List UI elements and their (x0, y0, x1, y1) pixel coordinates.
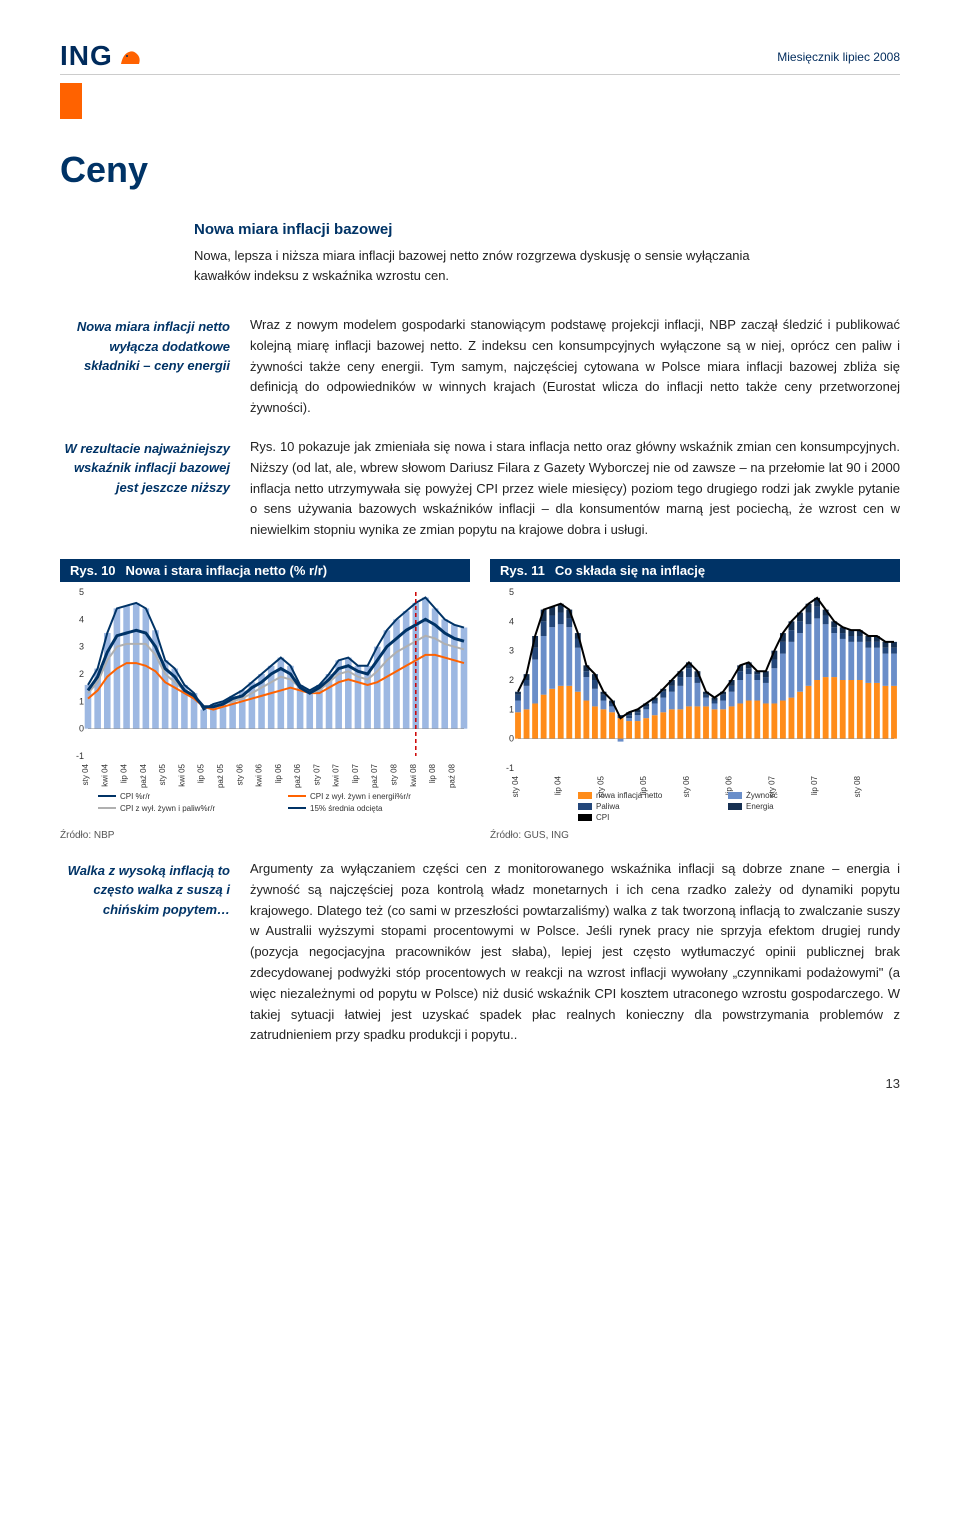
svg-text:3: 3 (79, 642, 84, 652)
svg-text:-1: -1 (76, 751, 84, 761)
svg-text:1: 1 (509, 704, 514, 714)
svg-text:2: 2 (79, 669, 84, 679)
svg-text:paź 04: paź 04 (139, 763, 148, 788)
svg-text:nowa inflacja netto: nowa inflacja netto (596, 791, 663, 800)
svg-text:Energia: Energia (746, 802, 774, 811)
svg-text:lip 04: lip 04 (120, 763, 129, 783)
svg-text:0: 0 (79, 724, 84, 734)
svg-text:lip 05: lip 05 (197, 763, 206, 783)
publication-info: Miesięcznik lipiec 2008 (777, 40, 900, 64)
chart11-title: Co składa się na inflację (555, 563, 705, 578)
logo-text: ING (60, 40, 113, 72)
svg-text:sty 06: sty 06 (682, 775, 691, 797)
orange-strip (60, 83, 82, 119)
paragraph-1: Wraz z nowym modelem gospodarki stanowią… (250, 315, 900, 419)
chart-11: Rys. 11 Co składa się na inflację -1 0 1 2 3 4… (490, 559, 900, 841)
svg-text:kwi 05: kwi 05 (177, 763, 186, 786)
svg-text:sty 08: sty 08 (853, 775, 862, 797)
summary-box: Nowa miara inflacji bazowej Nowa, lepsza… (180, 215, 820, 295)
chart11-source: Źródło: GUS, ING (490, 830, 900, 841)
svg-text:3: 3 (509, 646, 514, 656)
svg-text:CPI %r/r: CPI %r/r (120, 792, 151, 801)
svg-text:4: 4 (79, 614, 84, 624)
chart10-title: Nowa i stara inflacja netto (% r/r) (126, 563, 328, 578)
summary-text: Nowa, lepsza i niższa miara inflacji baz… (194, 246, 806, 285)
paragraph-3: Argumenty za wyłączaniem części cen z mo… (250, 859, 900, 1046)
svg-text:-1: -1 (506, 763, 514, 773)
svg-text:sty 08: sty 08 (390, 763, 399, 785)
svg-text:sty 04: sty 04 (511, 775, 520, 797)
page-number: 13 (60, 1076, 900, 1091)
chart10-num: Rys. 10 (70, 563, 116, 578)
chart10-source: Źródło: NBP (60, 830, 470, 841)
svg-text:1: 1 (79, 696, 84, 706)
svg-text:lip 06: lip 06 (274, 763, 283, 783)
svg-text:2: 2 (509, 675, 514, 685)
svg-text:Żywność: Żywność (746, 791, 778, 800)
svg-text:lip 07: lip 07 (810, 775, 819, 795)
section-title: Ceny (60, 149, 900, 191)
header: ING Miesięcznik lipiec 2008 (60, 40, 900, 75)
svg-text:kwi 07: kwi 07 (332, 763, 341, 786)
chart11-num: Rys. 11 (500, 563, 545, 578)
chart10-svg: -1 0 1 2 3 4 5 sty 04 kwi 04 lip 04 paź 04 sty 05 kw… (60, 586, 470, 826)
svg-text:lip 07: lip 07 (351, 763, 360, 783)
margin-note-2: W rezultacie najważniejszy wskaźnik infl… (60, 437, 230, 541)
svg-text:5: 5 (79, 587, 84, 597)
chart-10: Rys. 10 Nowa i stara inflacja netto (% r/… (60, 559, 470, 841)
summary-heading: Nowa miara inflacji bazowej (194, 221, 806, 238)
margin-note-3: Walka z wysoką inflacją to często walka … (60, 859, 230, 1046)
svg-text:kwi 04: kwi 04 (100, 763, 109, 786)
svg-text:0: 0 (509, 734, 514, 744)
svg-text:CPI: CPI (596, 813, 609, 822)
svg-text:paź 05: paź 05 (216, 763, 225, 788)
svg-text:5: 5 (509, 587, 514, 597)
svg-text:15% średnia odcięta: 15% średnia odcięta (310, 804, 383, 813)
svg-text:CPI z wył. żywn i paliw%r/r: CPI z wył. żywn i paliw%r/r (120, 804, 215, 813)
svg-text:sty 04: sty 04 (81, 763, 90, 785)
margin-note-1: Nowa miara inflacji netto wyłącza dodatk… (60, 315, 230, 419)
svg-text:kwi 08: kwi 08 (409, 763, 418, 786)
svg-text:CPI z wył. żywn i energii%r/r: CPI z wył. żywn i energii%r/r (310, 792, 411, 801)
svg-text:paź 08: paź 08 (447, 763, 456, 788)
svg-text:sty 07: sty 07 (312, 763, 321, 785)
svg-text:paź 07: paź 07 (370, 763, 379, 788)
logo: ING (60, 40, 143, 72)
svg-text:lip 08: lip 08 (428, 763, 437, 783)
chart11-svg: -1012345sty 04lip 04sty 05lip 05sty 06li… (490, 586, 900, 826)
svg-text:4: 4 (509, 616, 514, 626)
svg-text:lip 04: lip 04 (554, 775, 563, 795)
svg-text:sty 06: sty 06 (235, 763, 244, 785)
svg-text:paź 06: paź 06 (293, 763, 302, 788)
svg-text:sty 05: sty 05 (158, 763, 167, 785)
svg-text:Paliwa: Paliwa (596, 802, 620, 811)
paragraph-2: Rys. 10 pokazuje jak zmieniała się nowa … (250, 437, 900, 541)
svg-text:kwi 06: kwi 06 (255, 763, 264, 786)
lion-icon (119, 46, 143, 66)
